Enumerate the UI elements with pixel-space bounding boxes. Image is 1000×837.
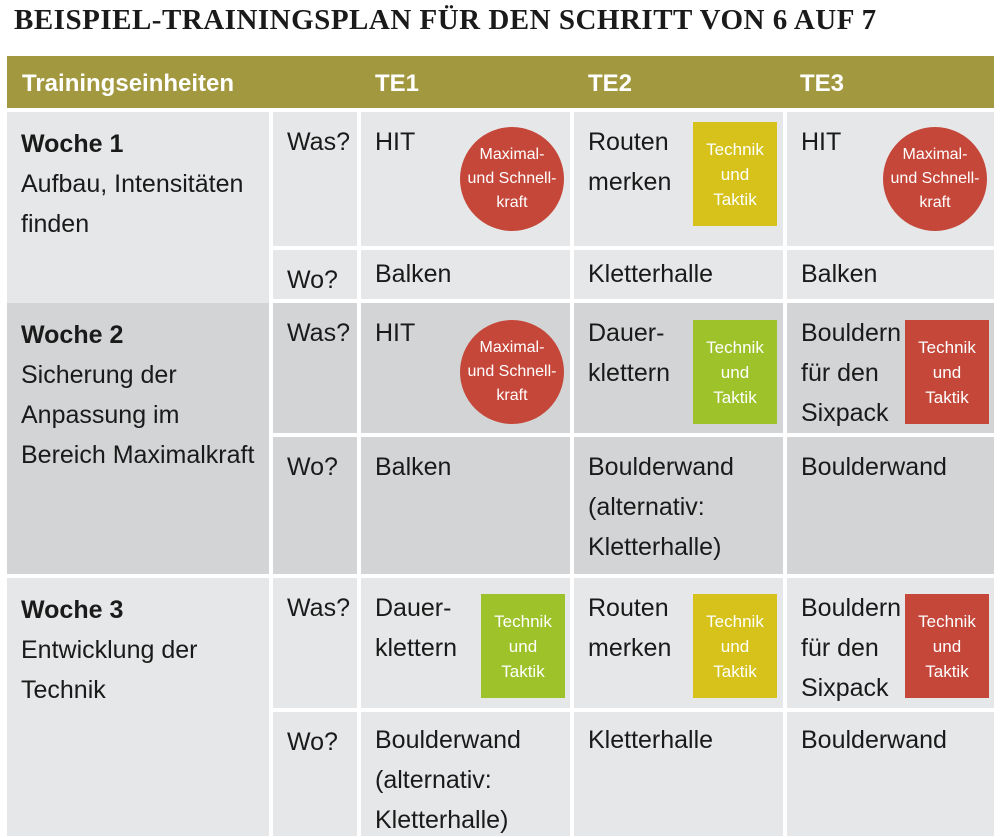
header-te3: TE3: [800, 70, 845, 97]
label-wo: Wo?: [273, 437, 357, 574]
location-text: Boulderwand (alternativ: Kletterhalle): [375, 726, 521, 834]
w1-te3-was-cell: HIT Maximal- und Schnell- kraft: [787, 112, 994, 246]
table-header: Trainingseinheiten TE1 TE2 TE3: [7, 56, 994, 108]
w3-te2-was-cell: Routen merken Technik und Taktik: [574, 578, 783, 708]
header-te1: TE1: [375, 70, 420, 97]
label-was: Was?: [273, 112, 357, 246]
week-description: Entwicklung der Technik: [21, 636, 198, 704]
activity-text: Bouldern für den Sixpack: [801, 594, 902, 702]
location-text: Kletterhalle: [588, 260, 714, 288]
w1-te2-wo-cell: Kletterhalle: [574, 250, 783, 299]
badge-technik-taktik: Technik und Taktik: [905, 320, 989, 424]
label-was: Was?: [273, 303, 357, 433]
w1-te1-was-cell: HIT Maximal- und Schnell- kraft: [361, 112, 570, 246]
w1-te2-was-cell: Routen merken Technik und Taktik: [574, 112, 783, 246]
location-text: Boulderwand: [801, 453, 947, 481]
week-title: Woche 1: [21, 130, 124, 158]
header-te2: TE2: [588, 70, 633, 97]
week-title: Woche 2: [21, 321, 124, 349]
activity-text: HIT: [801, 128, 842, 156]
badge-technik-taktik: Technik und Taktik: [693, 320, 777, 424]
week-description: Sicherung der Anpassung im Bereich Maxim…: [21, 361, 255, 469]
activity-text: HIT: [375, 128, 416, 156]
activity-text: Dauer- klettern: [588, 319, 670, 387]
week-title: Woche 3: [21, 596, 124, 624]
w2-te2-wo-cell: Boulderwand (alternativ: Kletterhalle): [574, 437, 783, 574]
page-title: BEISPIEL-TRAININGSPLAN FÜR DEN SCHRITT V…: [14, 4, 877, 36]
badge-technik-taktik: Technik und Taktik: [905, 594, 989, 698]
training-plan-table: Trainingseinheiten TE1 TE2 TE3 Woche 1 A…: [7, 56, 994, 836]
badge-technik-taktik: Technik und Taktik: [481, 594, 565, 698]
badge-technik-taktik: Technik und Taktik: [693, 122, 777, 226]
w3-te1-was-cell: Dauer- klettern Technik und Taktik: [361, 578, 570, 708]
w2-te3-was-cell: Bouldern für den Sixpack Technik und Tak…: [787, 303, 994, 433]
badge-technik-taktik: Technik und Taktik: [693, 594, 777, 698]
w2-te1-was-cell: HIT Maximal- und Schnell- kraft: [361, 303, 570, 433]
location-text: Kletterhalle: [588, 726, 714, 754]
label-wo: Wo?: [273, 712, 357, 836]
week-1-cell: Woche 1 Aufbau, Intensitäten finden: [7, 112, 269, 303]
badge-maximal-schnellkraft: Maximal- und Schnell- kraft: [460, 127, 564, 231]
w3-te2-wo-cell: Kletterhalle: [574, 712, 783, 836]
label-was: Was?: [273, 578, 357, 708]
w3-te1-wo-cell: Boulderwand (alternativ: Kletterhalle): [361, 712, 570, 836]
location-text: Balken: [375, 260, 452, 288]
week-3-cell: Woche 3 Entwicklung der Technik: [7, 578, 269, 836]
location-text: Balken: [375, 453, 452, 481]
header-trainingseinheiten: Trainingseinheiten: [22, 70, 235, 97]
activity-text: Dauer- klettern: [375, 594, 457, 662]
week-2-cell: Woche 2 Sicherung der Anpassung im Berei…: [7, 303, 269, 574]
location-text: Boulderwand (alternativ: Kletterhalle): [588, 453, 734, 561]
activity-text: Routen merken: [588, 128, 672, 196]
w1-te3-wo-cell: Balken: [787, 250, 994, 299]
location-text: Boulderwand: [801, 726, 947, 754]
w2-te2-was-cell: Dauer- klettern Technik und Taktik: [574, 303, 783, 433]
w2-te3-wo-cell: Boulderwand: [787, 437, 994, 574]
w2-te1-wo-cell: Balken: [361, 437, 570, 574]
activity-text: Routen merken: [588, 594, 672, 662]
week-description: Aufbau, Intensitäten finden: [21, 170, 244, 238]
activity-text: Bouldern für den Sixpack: [801, 319, 902, 427]
label-wo: Wo?: [273, 250, 357, 299]
w3-te3-wo-cell: Boulderwand: [787, 712, 994, 836]
activity-text: HIT: [375, 319, 416, 347]
badge-maximal-schnellkraft: Maximal- und Schnell- kraft: [460, 320, 564, 424]
w1-te1-wo-cell: Balken: [361, 250, 570, 299]
location-text: Balken: [801, 260, 878, 288]
badge-maximal-schnellkraft: Maximal- und Schnell- kraft: [883, 127, 987, 231]
w3-te3-was-cell: Bouldern für den Sixpack Technik und Tak…: [787, 578, 994, 708]
